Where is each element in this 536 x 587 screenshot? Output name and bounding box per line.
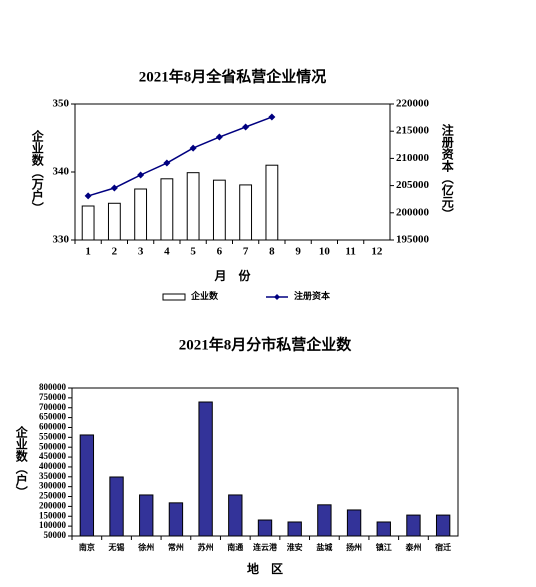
- bar: [198, 401, 213, 537]
- x-tick-label: 南通: [227, 542, 243, 552]
- bar: [107, 202, 121, 241]
- x-tick-label: 无锡: [108, 542, 125, 552]
- x-tick-label: 常州: [168, 542, 184, 552]
- x-tick-label: 宿迁: [435, 542, 451, 552]
- y2-tick-label: 220000: [396, 98, 430, 110]
- x-tick-label: 南京: [79, 542, 95, 552]
- x-tick-label: 泰州: [404, 542, 421, 552]
- bar: [228, 494, 243, 537]
- x-tick-label: 10: [319, 246, 331, 258]
- y2-tick-label: 210000: [396, 152, 430, 164]
- y-tick-label: 100000: [39, 520, 67, 530]
- bar: [257, 519, 273, 537]
- bar: [139, 494, 154, 537]
- y2-tick-label: 205000: [396, 179, 430, 191]
- y2-tick-label: 200000: [396, 206, 430, 218]
- bar: [109, 476, 124, 537]
- x-tick-label: 淮安: [287, 542, 303, 552]
- bar: [186, 172, 200, 241]
- x-tick-label: 徐州: [137, 542, 154, 552]
- y-tick-label: 400000: [39, 461, 67, 471]
- x-tick-label: 扬州: [346, 542, 362, 552]
- bar: [376, 521, 391, 537]
- y-tick-label: 450000: [39, 451, 67, 461]
- point: [242, 123, 250, 131]
- y-tick-label: 150000: [39, 510, 67, 520]
- bar: [212, 179, 226, 241]
- y-tick-label: 550000: [39, 431, 67, 441]
- y-tick-label: 350000: [39, 471, 67, 481]
- y-axis-label: 企业数（户）: [14, 425, 28, 498]
- point: [137, 171, 145, 179]
- y-tick-label: 750000: [39, 392, 67, 402]
- point: [163, 159, 171, 167]
- plot-area: [71, 387, 459, 537]
- y-tick-label: 650000: [39, 412, 67, 422]
- bar: [134, 188, 148, 241]
- bar: [79, 434, 95, 537]
- x-tick-label: 8: [269, 246, 275, 258]
- y-tick-label: 500000: [39, 441, 67, 451]
- point: [189, 144, 197, 152]
- x-tick-label: 9: [295, 246, 301, 258]
- legend-label: 企业数: [190, 290, 219, 301]
- legend-swatch: [274, 294, 280, 300]
- x-tick-label: 盐城: [316, 542, 332, 552]
- point: [268, 113, 276, 121]
- y2-tick-label: 195000: [396, 234, 430, 246]
- x-tick-label: 5: [190, 246, 196, 258]
- y-tick-label: 600000: [39, 422, 67, 432]
- bar: [265, 164, 279, 241]
- x-axis-label: 地 区: [247, 561, 283, 576]
- legend-swatch: [162, 293, 186, 301]
- point: [215, 133, 223, 141]
- plot-area: [74, 103, 391, 241]
- bar: [346, 509, 362, 537]
- bar: [239, 184, 253, 241]
- bar: [287, 521, 302, 537]
- x-tick-label: 苏州: [198, 542, 214, 552]
- legend-label: 注册资本: [294, 290, 331, 301]
- x-tick-label: 7: [243, 246, 249, 258]
- y-tick-label: 300000: [39, 481, 67, 491]
- y2-axis-label: 注册资本（亿元）: [440, 123, 454, 220]
- x-tick-label: 6: [217, 246, 223, 258]
- bar: [160, 178, 174, 241]
- x-tick-label: 连云港: [253, 542, 278, 552]
- x-axis-label: 月 份: [213, 268, 251, 283]
- bar: [435, 514, 451, 537]
- bar: [168, 502, 184, 537]
- y-tick-label: 800000: [39, 382, 67, 392]
- x-tick-label: 12: [371, 246, 383, 258]
- y-tick-label: 50000: [44, 530, 67, 540]
- x-tick-label: 镇江: [376, 542, 392, 552]
- point: [84, 192, 92, 200]
- x-tick-label: 3: [138, 246, 144, 258]
- y-tick-label: 350: [53, 98, 70, 110]
- x-tick-label: 4: [164, 246, 170, 258]
- x-tick-label: 1: [85, 246, 91, 258]
- y-tick-label: 700000: [39, 402, 67, 412]
- x-tick-label: 11: [345, 246, 355, 258]
- bar: [81, 205, 95, 241]
- bar: [317, 504, 332, 537]
- y-tick-label: 200000: [39, 500, 67, 510]
- y-tick-label: 330: [53, 234, 70, 246]
- x-tick-label: 2: [112, 246, 118, 258]
- y-axis-label: 企业数（万户）: [30, 129, 44, 214]
- chart-title: 2021年8月全省私营企业情况: [139, 67, 327, 85]
- y2-tick-label: 215000: [396, 125, 430, 137]
- line: [87, 116, 273, 197]
- y-tick-label: 250000: [39, 491, 67, 501]
- y-tick-label: 340: [53, 166, 70, 178]
- point: [110, 184, 118, 192]
- chart-title: 2021年8月分市私营企业数: [179, 335, 353, 353]
- bar: [406, 514, 421, 537]
